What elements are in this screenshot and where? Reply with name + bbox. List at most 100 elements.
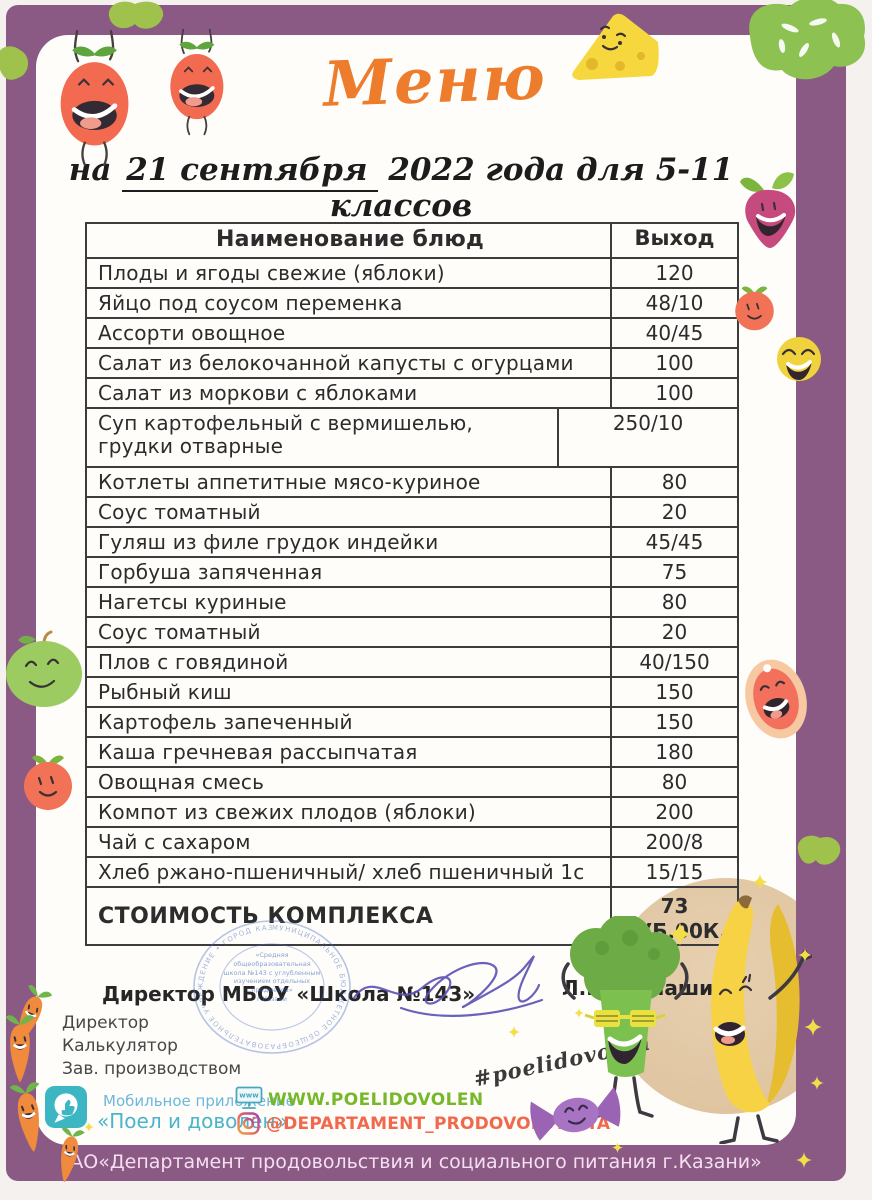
- table-row: Ассорти овощное 40/45: [87, 317, 737, 347]
- table-row: Гуляш из филе грудок индейки 45/45: [87, 526, 737, 556]
- www-icon-label: www: [239, 1092, 259, 1100]
- dish-out: 80: [610, 768, 737, 796]
- cheese-icon: [572, 13, 659, 81]
- signature-icon: [352, 955, 544, 1017]
- total-label: СТОИМОСТЬ КОМПЛЕКСА: [98, 904, 434, 929]
- table-row: Каша гречневая рассыпчатая 180: [87, 736, 737, 766]
- dish-out: 120: [610, 259, 737, 287]
- sparkle-icon: [752, 874, 768, 890]
- banana-character-icon: [711, 895, 812, 1144]
- hanging-tomato-icon: [170, 28, 224, 136]
- instagram-handle: @DEPARTAMENT_PRODOVOLSTVIYA: [266, 1114, 611, 1134]
- beet-icon: [740, 172, 796, 248]
- carrot-icon: [9, 1082, 40, 1152]
- dish-out: 40/150: [610, 648, 737, 676]
- instagram-icon: [237, 1112, 260, 1135]
- sparkle-icon: [798, 948, 812, 962]
- menu-table-body: Плоды и ягоды свежие (яблоки) 120 Яйцо п…: [87, 257, 737, 886]
- role-production: Зав. производством: [62, 1059, 242, 1079]
- sparkle-icon: [612, 1142, 623, 1153]
- dish-name: Хлеб ржано-пшеничный/ хлеб пшеничный 1с: [98, 860, 585, 884]
- dish-out: 200: [610, 798, 737, 826]
- dish-name: Ассорти овощное: [98, 321, 286, 345]
- app-name: «Поел и доволен»: [97, 1109, 288, 1133]
- dish-out: 250/10: [557, 409, 737, 466]
- dish-name: Овощная смесь: [98, 770, 265, 794]
- dish-out: 45/45: [610, 528, 737, 556]
- table-row: Чай с сахаром 200/8: [87, 826, 737, 856]
- dish-out: 100: [610, 349, 737, 377]
- dish-out: 200/8: [610, 828, 737, 856]
- table-row: Плоды и ягоды свежие (яблоки) 120: [87, 257, 737, 287]
- sparkle-icon: [508, 1026, 520, 1038]
- menu-date: 21 сентября: [122, 152, 378, 192]
- candy-icon: [530, 1087, 621, 1141]
- smiley-icon: [777, 337, 821, 381]
- total-row: СТОИМОСТЬ КОМПЛЕКСА 73 РУБ.00К.: [87, 886, 737, 944]
- leaf-blob-icon: [0, 46, 28, 80]
- column-header-name: Наименование блюд: [216, 227, 484, 252]
- leaf-blob-icon: [797, 835, 841, 865]
- dish-name: Горбуша запяченная: [98, 560, 323, 584]
- dish-name: Котлеты аппетитные мясо-куриное: [98, 470, 481, 494]
- table-row: Горбуша запяченная 75: [87, 556, 737, 586]
- dish-name: Гуляш из филе грудок индейки: [98, 530, 439, 554]
- dish-out: 80: [610, 468, 737, 496]
- menu-date-line: на 21 сентября 2022 года для 5-11 классо…: [36, 152, 766, 224]
- dish-out: 15/15: [610, 858, 737, 886]
- table-row: Суп картофельный с вермишелью, грудки от…: [87, 407, 737, 466]
- broccoli-character-icon: [561, 916, 689, 1118]
- table-row: Овощная смесь 80: [87, 766, 737, 796]
- role-director: Директор: [62, 1013, 149, 1033]
- dish-name: Соус томатный: [98, 500, 261, 524]
- dish-out: 100: [610, 379, 737, 407]
- dish-name: Картофель запеченный: [98, 710, 353, 734]
- table-row: Салат из белокочанной капусты с огурцами…: [87, 347, 737, 377]
- stamp-rings-icon: МУНИЦИПАЛЬНОЕ БЮДЖЕТНОЕ ОБЩЕОБРАЗОВАТЕЛЬ…: [187, 911, 351, 1054]
- stamp-center-text: «Средняя общеобразовательная школа №143 …: [223, 951, 321, 1003]
- table-row: Котлеты аппетитные мясо-куриное 80: [87, 466, 737, 496]
- hanging-tomato-icon: [60, 30, 129, 166]
- dish-name: Яйцо под соусом переменка: [98, 291, 403, 315]
- dish-name: Плоды и ягоды свежие (яблоки): [98, 261, 445, 285]
- dish-out: 80: [610, 588, 737, 616]
- table-row: Яйцо под соусом переменка 48/10: [87, 287, 737, 317]
- table-row: Рыбный киш 150: [87, 676, 737, 706]
- sparkle-icon: [810, 1076, 824, 1090]
- table-header-row: Наименование блюд Выход: [87, 224, 737, 257]
- table-row: Хлеб ржано-пшеничный/ хлеб пшеничный 1с …: [87, 856, 737, 886]
- dish-out: 180: [610, 738, 737, 766]
- dish-out: 150: [610, 678, 737, 706]
- small-tomato-icon: [24, 755, 72, 810]
- dish-out: 150: [610, 708, 737, 736]
- table-row: Нагетсы куриные 80: [87, 586, 737, 616]
- website-url: WWW.POELIDOVOLEN: [268, 1090, 484, 1110]
- dish-name: Компот из свежих плодов (яблоки): [98, 800, 476, 824]
- small-tomato-icon: [735, 286, 774, 331]
- column-header-out: Выход: [610, 224, 737, 257]
- menu-table: Наименование блюд Выход Плоды и ягоды св…: [85, 222, 739, 946]
- dish-name: Чай с сахаром: [98, 830, 251, 854]
- table-row: Соус томатный 20: [87, 616, 737, 646]
- dish-out: 75: [610, 558, 737, 586]
- sparkle-icon: [84, 1122, 94, 1132]
- dish-name: Нагетсы куриные: [98, 590, 287, 614]
- table-row: Компот из свежих плодов (яблоки) 200: [87, 796, 737, 826]
- dish-out: 20: [610, 618, 737, 646]
- dish-name: Рыбный киш: [98, 680, 232, 704]
- date-prefix: на: [68, 152, 112, 188]
- ham-slice-icon: [745, 659, 807, 739]
- carrot-icon: [5, 1015, 35, 1083]
- table-row: Салат из моркови с яблоками 100: [87, 377, 737, 407]
- cucumber-slice-icon: [749, 0, 866, 80]
- role-calculator: Калькулятор: [62, 1036, 178, 1056]
- dish-name: Салат из белокочанной капусты с огурцами: [98, 351, 574, 375]
- table-row: Плов с говядиной 40/150: [87, 646, 737, 676]
- table-row: Картофель запеченный 150: [87, 706, 737, 736]
- page-title: Меню: [322, 40, 548, 121]
- carrot-icon: [61, 1127, 85, 1183]
- website-icon: www: [235, 1086, 263, 1109]
- table-row: Соус томатный 20: [87, 496, 737, 526]
- organization-footer: АО«Департамент продовольствия и социальн…: [70, 1151, 762, 1173]
